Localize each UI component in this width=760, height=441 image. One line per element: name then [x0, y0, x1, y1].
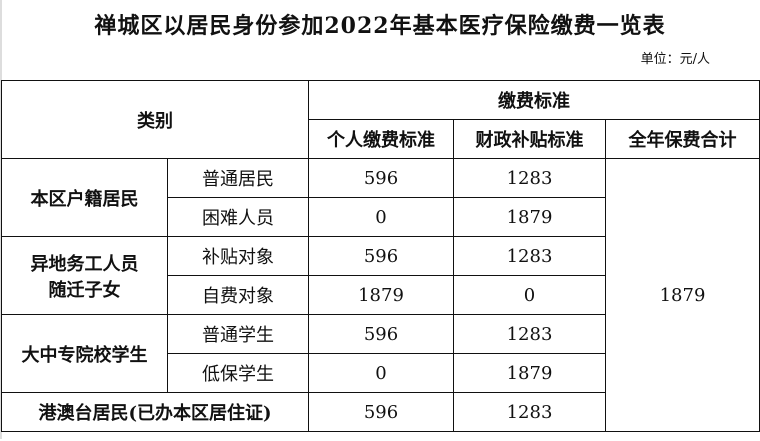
document-title: 禅城区以居民身份参加2022年基本医疗保险缴费一览表 — [94, 13, 666, 39]
group-name-line1: 异地务工人员 — [30, 253, 139, 275]
table-row: 异地务工人员 随迁子女 补贴对象 596 1283 — [1, 236, 760, 315]
personal-cell: 0 — [308, 197, 454, 237]
table-row: 港澳台居民(已办本区居住证) 596 1283 — [1, 392, 760, 432]
unit-label: 单位：元/人 — [640, 52, 710, 67]
header-group: 缴费标准 — [307, 80, 760, 120]
type-cell: 普通学生 — [167, 314, 309, 354]
group-name-line2: 随迁子女 — [48, 279, 121, 301]
table-row: 自费对象 1879 0 — [2, 275, 760, 315]
group-name: 本区户籍居民 — [1, 158, 168, 237]
subsidy-cell: 1879 — [453, 353, 606, 393]
header-row: 类别 缴费标准 — [1, 80, 760, 159]
subsidy-cell: 1879 — [453, 197, 606, 237]
type-cell: 困难人员 — [167, 197, 309, 237]
group-name: 大中专院校学生 — [1, 314, 168, 393]
header-category: 类别 — [1, 80, 309, 159]
subsidy-cell: 1283 — [453, 236, 606, 276]
subsidy-cell: 1283 — [453, 158, 606, 198]
personal-cell: 596 — [308, 314, 454, 354]
personal-cell: 596 — [308, 392, 454, 432]
group-name: 港澳台居民(已办本区居住证) — [1, 392, 309, 432]
total-cell: 1879 — [604, 158, 760, 432]
table-row: 困难人员 0 1879 — [2, 197, 760, 237]
subsidy-cell: 1283 — [453, 392, 606, 432]
type-cell: 补贴对象 — [167, 236, 309, 276]
type-cell: 低保学生 — [167, 353, 309, 393]
personal-cell: 596 — [308, 158, 454, 198]
personal-cell: 596 — [308, 236, 454, 276]
subsidy-cell: 1283 — [453, 314, 606, 354]
header-row: 个人缴费标准 财政补贴标准 全年保费合计 — [2, 119, 760, 159]
personal-cell: 1879 — [308, 275, 454, 315]
subsidy-cell: 0 — [453, 275, 606, 315]
premium-table: 类别 缴费标准 个人缴费标准 财政补贴标准 全年保费合计 本区户籍居民 普通居民… — [1, 80, 760, 432]
header-total: 全年保费合计 — [604, 119, 760, 159]
type-cell: 自费对象 — [167, 275, 309, 315]
table-row: 低保学生 0 1879 — [2, 353, 760, 393]
header-subsidy: 财政补贴标准 — [453, 119, 606, 159]
group-name: 异地务工人员 随迁子女 — [1, 236, 168, 315]
personal-cell: 0 — [308, 353, 454, 393]
header-personal: 个人缴费标准 — [308, 119, 454, 159]
type-cell: 普通居民 — [167, 158, 309, 198]
table-row: 大中专院校学生 普通学生 596 1283 — [1, 314, 760, 393]
table-row: 本区户籍居民 普通居民 596 1283 1879 — [1, 158, 760, 432]
